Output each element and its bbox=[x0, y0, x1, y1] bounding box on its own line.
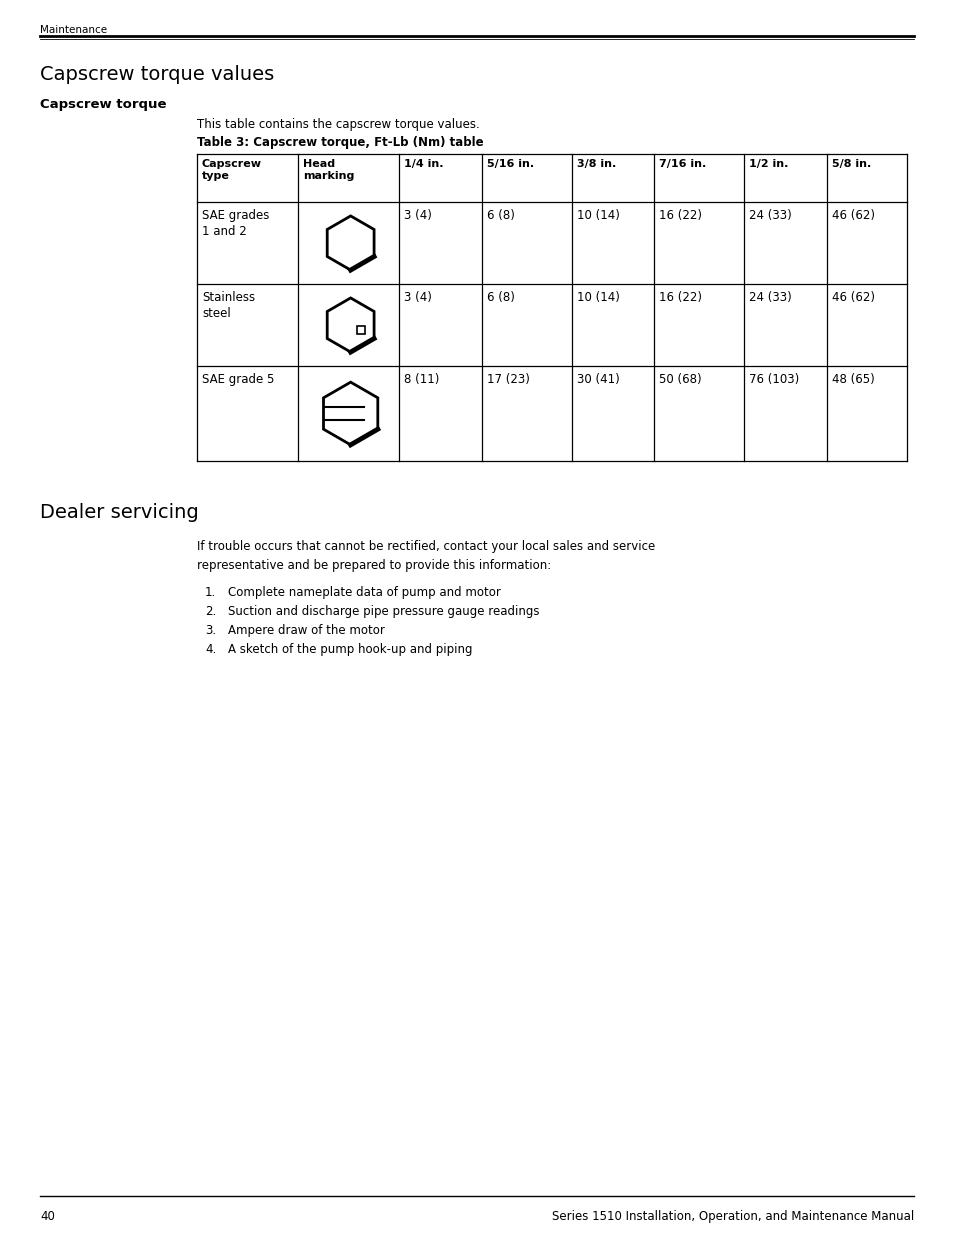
Text: 30 (41): 30 (41) bbox=[576, 373, 618, 387]
Text: 48 (65): 48 (65) bbox=[831, 373, 873, 387]
Text: 1/4 in.: 1/4 in. bbox=[404, 159, 443, 169]
Text: 24 (33): 24 (33) bbox=[748, 209, 791, 222]
Text: 3 (4): 3 (4) bbox=[404, 209, 432, 222]
Text: SAE grades
1 and 2: SAE grades 1 and 2 bbox=[202, 209, 269, 238]
Text: 1.: 1. bbox=[205, 585, 216, 599]
Text: 76 (103): 76 (103) bbox=[748, 373, 799, 387]
Text: 50 (68): 50 (68) bbox=[659, 373, 701, 387]
Text: 4.: 4. bbox=[205, 643, 216, 656]
Text: 16 (22): 16 (22) bbox=[659, 291, 701, 304]
Text: 46 (62): 46 (62) bbox=[831, 291, 874, 304]
Text: 8 (11): 8 (11) bbox=[404, 373, 439, 387]
Text: Capscrew torque: Capscrew torque bbox=[40, 98, 167, 111]
Text: Series 1510 Installation, Operation, and Maintenance Manual: Series 1510 Installation, Operation, and… bbox=[551, 1210, 913, 1223]
Text: Complete nameplate data of pump and motor: Complete nameplate data of pump and moto… bbox=[228, 585, 500, 599]
Text: Capscrew
type: Capscrew type bbox=[202, 159, 262, 182]
Text: 6 (8): 6 (8) bbox=[486, 291, 515, 304]
Text: 3 (4): 3 (4) bbox=[404, 291, 432, 304]
Text: 7/16 in.: 7/16 in. bbox=[659, 159, 706, 169]
Text: Stainless
steel: Stainless steel bbox=[202, 291, 254, 320]
Text: 3.: 3. bbox=[205, 624, 216, 637]
Text: 24 (33): 24 (33) bbox=[748, 291, 791, 304]
Text: SAE grade 5: SAE grade 5 bbox=[202, 373, 274, 387]
Bar bbox=[356, 326, 365, 335]
Text: Head
marking: Head marking bbox=[303, 159, 355, 182]
Text: 16 (22): 16 (22) bbox=[659, 209, 701, 222]
Text: 17 (23): 17 (23) bbox=[486, 373, 529, 387]
Text: If trouble occurs that cannot be rectified, contact your local sales and service: If trouble occurs that cannot be rectifi… bbox=[196, 540, 655, 572]
Text: 46 (62): 46 (62) bbox=[831, 209, 874, 222]
Text: 1/2 in.: 1/2 in. bbox=[748, 159, 787, 169]
Text: Capscrew torque values: Capscrew torque values bbox=[40, 65, 274, 84]
Text: 10 (14): 10 (14) bbox=[576, 209, 618, 222]
Text: 3/8 in.: 3/8 in. bbox=[576, 159, 615, 169]
Text: 2.: 2. bbox=[205, 605, 216, 618]
Text: 6 (8): 6 (8) bbox=[486, 209, 515, 222]
Text: Table 3: Capscrew torque, Ft-Lb (Nm) table: Table 3: Capscrew torque, Ft-Lb (Nm) tab… bbox=[196, 136, 483, 149]
Text: 5/8 in.: 5/8 in. bbox=[831, 159, 870, 169]
Text: 5/16 in.: 5/16 in. bbox=[486, 159, 534, 169]
Text: Dealer servicing: Dealer servicing bbox=[40, 503, 198, 522]
Text: Maintenance: Maintenance bbox=[40, 25, 107, 35]
Text: Suction and discharge pipe pressure gauge readings: Suction and discharge pipe pressure gaug… bbox=[228, 605, 539, 618]
Text: Ampere draw of the motor: Ampere draw of the motor bbox=[228, 624, 384, 637]
Text: 40: 40 bbox=[40, 1210, 55, 1223]
Text: A sketch of the pump hook-up and piping: A sketch of the pump hook-up and piping bbox=[228, 643, 472, 656]
Text: This table contains the capscrew torque values.: This table contains the capscrew torque … bbox=[196, 119, 479, 131]
Text: 10 (14): 10 (14) bbox=[576, 291, 618, 304]
